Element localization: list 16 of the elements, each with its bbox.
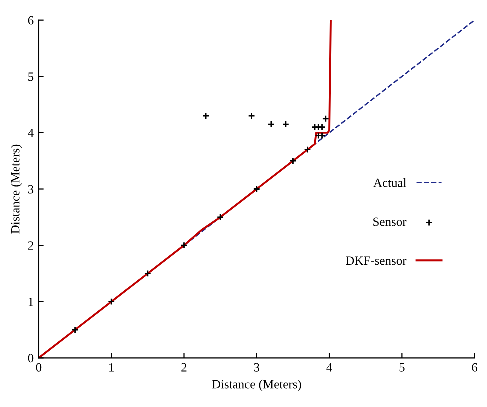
y-axis-title: Distance (Meters)	[10, 144, 22, 234]
x-tick-label: 1	[110, 363, 114, 372]
y-tick-label: 3	[28, 185, 34, 194]
y-tick-label: 5	[28, 72, 34, 82]
x-axis-title: Distance (Meters)	[212, 380, 302, 392]
x-tick-label: 5	[400, 364, 405, 372]
y-tick-label: 4	[28, 129, 34, 138]
x-tick-label: 0	[36, 363, 42, 372]
y-tick-label: 2	[28, 242, 34, 250]
x-tick-label: 2	[182, 363, 187, 372]
y-tick-label: 0	[28, 354, 34, 363]
y-tick-label: 1	[28, 298, 34, 306]
x-tick-label: 4	[326, 363, 332, 372]
x-tick-label: 6	[472, 363, 478, 372]
y-tick-label: 6	[28, 16, 34, 25]
x-tick-label: 3	[254, 363, 260, 372]
